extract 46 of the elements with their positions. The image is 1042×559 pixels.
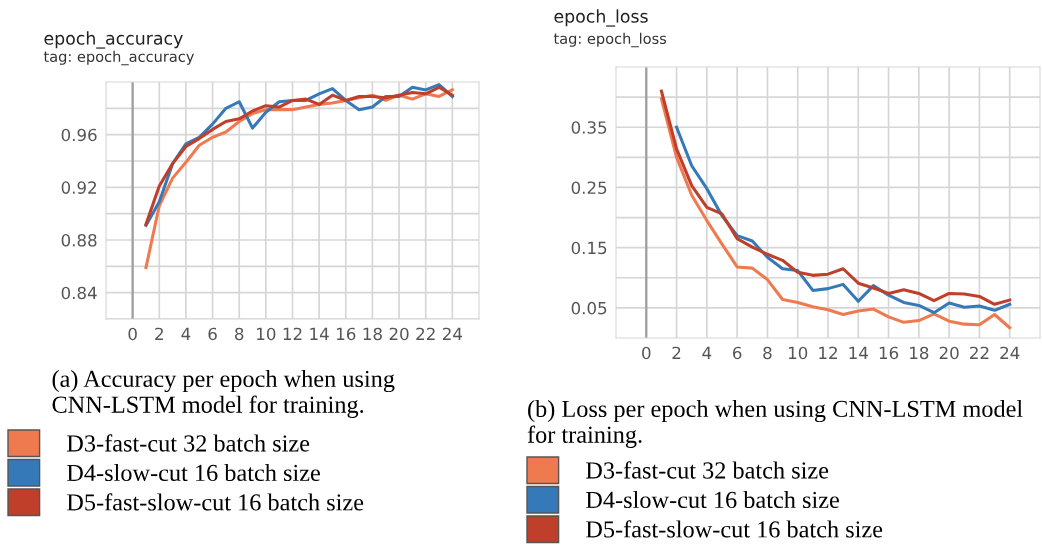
x-tick-label: 16 [879,346,899,360]
x-tick-label: 4 [181,327,191,340]
x-tick-label: 12 [283,327,302,340]
x-tick-label: 24 [1000,346,1020,359]
text: (a) Accuracy per epoch when using CNN-LSTM model for training. [52,370,395,418]
x-tick-label: 2 [672,346,681,359]
x-tick-label: 18 [363,327,382,341]
x-tick-label: 20 [939,346,959,360]
y-tick-label: 0.88 [61,233,97,247]
x-tick-label: 14 [310,327,329,340]
legend-label: D5-fast-slow-cut 16 batch size [586,520,883,538]
x-tick-label: 4 [702,346,712,359]
y-tick-label: 0.15 [571,241,607,255]
y-tick-label: 0.84 [61,286,97,300]
x-tick-label: 12 [819,346,837,359]
x-tick-label: 16 [337,327,356,341]
legend-label: D3-fast-cut 32 batch size [67,434,310,452]
x-tick-label: 2 [155,327,163,340]
legend-label: D4-slow-cut 16 batch size [67,464,320,482]
x-tick-label: 10 [257,327,276,341]
x-tick-label: 0 [128,327,137,341]
y-tick-label: 0.96 [61,128,97,142]
x-tick-label: 14 [849,346,868,359]
chart-subtitle: tag: epoch_accuracy [43,50,195,66]
x-tick-label: 24 [442,327,463,340]
x-tick-label: 20 [389,327,409,341]
x-tick-label: 8 [763,346,772,360]
x-tick-label: 10 [788,346,808,360]
chart-title: epoch_loss [554,9,648,27]
text: (b) Loss per epoch when using CNN-LSTM model for training. [527,400,1023,448]
y-tick-label: 0.35 [571,121,607,134]
x-tick-label: 22 [416,327,435,340]
x-tick-label: 22 [970,346,989,359]
x-tick-label: 6 [208,327,217,341]
y-tick-label: 0.25 [571,181,607,195]
chart-title: epoch_accuracy [44,31,183,49]
x-tick-label: 8 [235,327,244,341]
x-tick-label: 0 [642,346,651,360]
y-tick-label: 0.92 [61,181,96,194]
legend-label: D4-slow-cut 16 batch size [586,491,839,509]
x-tick-label: 18 [910,346,929,360]
chart-subtitle: tag: epoch_loss [553,32,667,48]
x-tick-label: 6 [733,346,742,360]
y-tick-label: 0.05 [571,301,607,315]
legend-label: D5-fast-slow-cut 16 batch size [67,493,364,511]
legend-label: D3-fast-cut 32 batch size [586,461,829,479]
